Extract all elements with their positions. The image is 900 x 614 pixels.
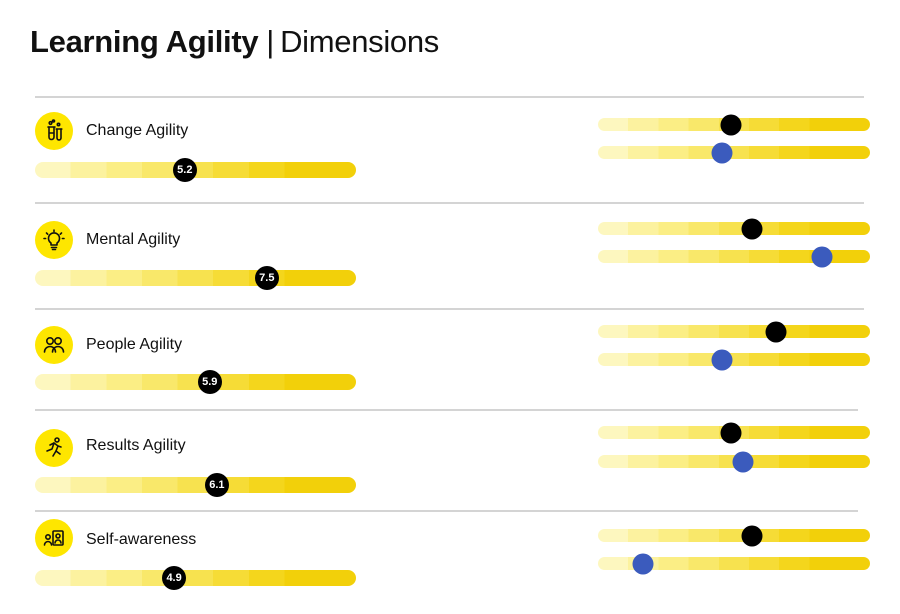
mirror-icon (35, 519, 73, 557)
score-marker: 5.2 (172, 158, 197, 182)
comparison-bar-primary (598, 422, 870, 443)
comparison-bar-primary (598, 114, 870, 135)
dimension-results-agility: Results Agility 6.1 (0, 413, 900, 513)
runner-icon (35, 429, 73, 467)
divider (35, 409, 858, 411)
dimension-people-agility: People Agility 5.9 (0, 312, 900, 412)
score-bar (35, 477, 356, 493)
score-bar (35, 374, 356, 390)
comparison-bar-primary (598, 321, 870, 342)
people-icon (35, 326, 73, 364)
title-bold: Learning Agility (30, 24, 259, 59)
comparison-bar-secondary (598, 349, 870, 370)
dimension-self-awareness: Self-awareness 4.9 (0, 514, 900, 614)
score-bar (35, 570, 356, 586)
comparison-bar-primary (598, 525, 870, 546)
dimension-label: Mental Agility (86, 231, 181, 248)
comparison-bar-secondary (598, 553, 870, 574)
comparison-dot-primary (741, 218, 763, 239)
comparison-dot-primary (741, 525, 763, 546)
title-separator: | (266, 24, 275, 59)
dimension-label: People Agility (86, 336, 183, 353)
comparison-bar-primary (598, 218, 870, 239)
comparison-dot-secondary (732, 451, 754, 472)
comparison-dot-primary (765, 321, 787, 342)
dimension-label: Results Agility (86, 437, 186, 454)
divider (35, 308, 864, 310)
score-bar (35, 270, 356, 286)
title-subtitle: Dimensions (280, 24, 440, 59)
score-marker: 4.9 (162, 566, 187, 590)
comparison-dot-secondary (711, 142, 733, 163)
divider (35, 202, 864, 204)
page-title: Learning Agility | Dimensions (30, 24, 439, 60)
dimension-label: Change Agility (86, 122, 189, 139)
dimension-mental-agility: Mental Agility 7.5 (0, 206, 900, 306)
divider (35, 96, 864, 98)
comparison-dot-primary (720, 114, 742, 135)
comparison-dot-secondary (711, 349, 733, 370)
comparison-dot-secondary (632, 553, 654, 574)
dimension-label: Self-awareness (86, 531, 197, 548)
lightbulb-icon (35, 221, 73, 259)
score-marker: 6.1 (204, 473, 229, 497)
flask-icon (35, 112, 73, 150)
divider (35, 510, 858, 512)
comparison-dot-primary (720, 422, 742, 443)
comparison-dot-secondary (811, 246, 833, 267)
score-marker: 5.9 (197, 370, 222, 394)
comparison-bar-secondary (598, 451, 870, 472)
dimension-change-agility: Change Agility 5.2 (0, 100, 900, 200)
score-marker: 7.5 (254, 266, 279, 290)
comparison-bar-secondary (598, 142, 870, 163)
comparison-bar-secondary (598, 246, 870, 267)
